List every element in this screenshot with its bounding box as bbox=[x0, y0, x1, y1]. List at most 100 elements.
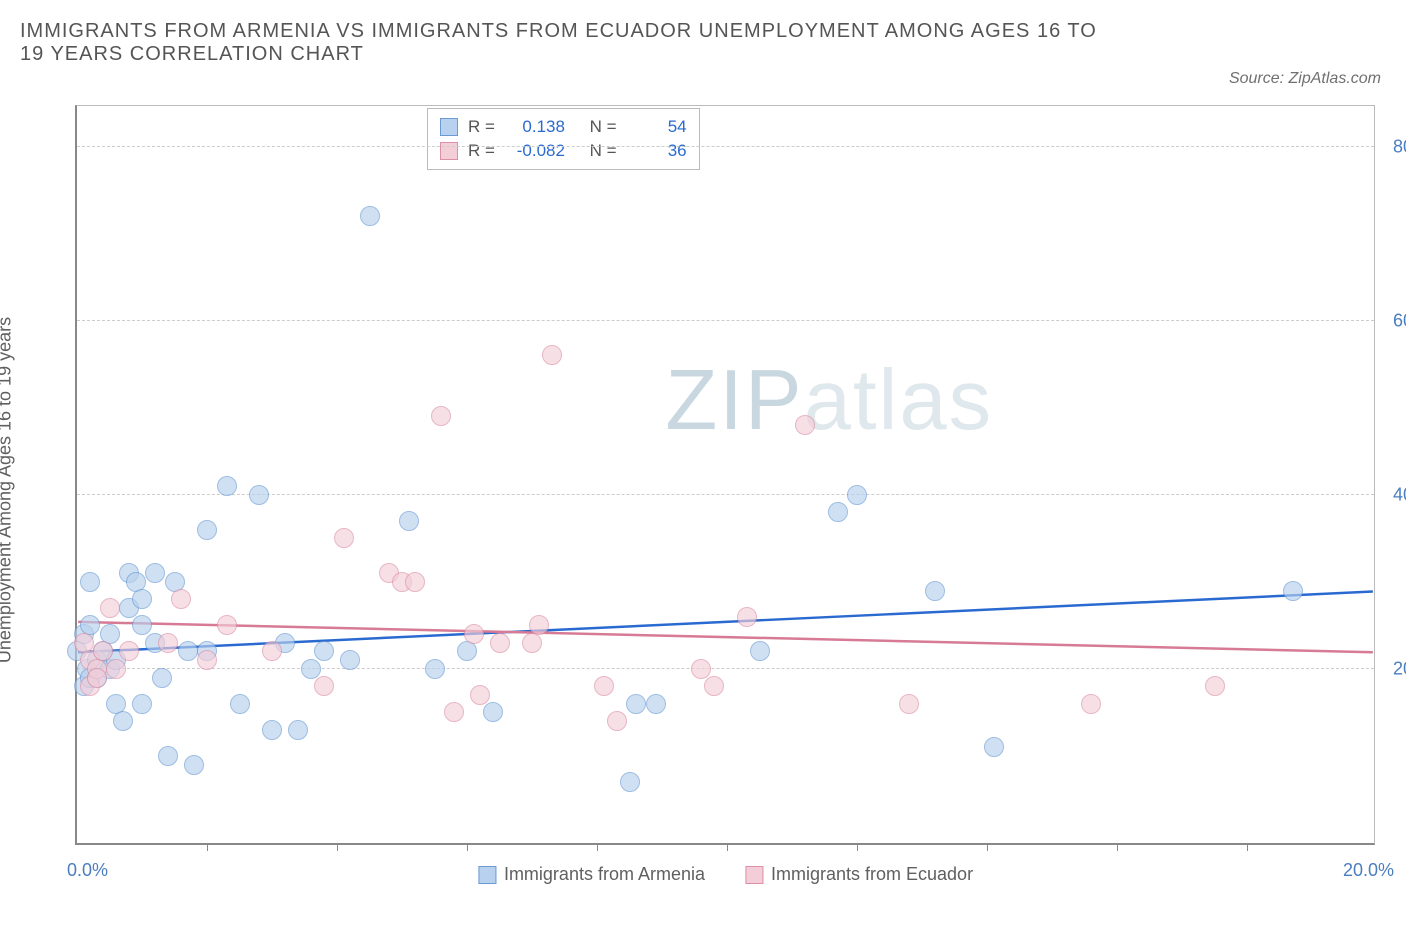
x-tick bbox=[857, 843, 858, 851]
scatter-point-armenia bbox=[178, 641, 198, 661]
scatter-point-armenia bbox=[360, 206, 380, 226]
n-label-ecuador: N = bbox=[590, 139, 617, 163]
scatter-point-ecuador bbox=[197, 650, 217, 670]
n-label-armenia: N = bbox=[590, 115, 617, 139]
correlation-legend: R = 0.138 N = 54 R = -0.082 N = 36 bbox=[427, 108, 700, 170]
scatter-point-ecuador bbox=[334, 528, 354, 548]
scatter-point-ecuador bbox=[464, 624, 484, 644]
scatter-point-armenia bbox=[262, 720, 282, 740]
scatter-point-armenia bbox=[80, 572, 100, 592]
scatter-point-armenia bbox=[230, 694, 250, 714]
scatter-point-armenia bbox=[646, 694, 666, 714]
swatch-armenia-bottom bbox=[478, 866, 496, 884]
legend-row-armenia: R = 0.138 N = 54 bbox=[440, 115, 687, 139]
x-tick bbox=[987, 843, 988, 851]
gridline bbox=[77, 668, 1374, 669]
scatter-point-armenia bbox=[399, 511, 419, 531]
scatter-point-armenia bbox=[184, 755, 204, 775]
scatter-point-armenia bbox=[1283, 581, 1303, 601]
scatter-point-armenia bbox=[301, 659, 321, 679]
scatter-point-ecuador bbox=[899, 694, 919, 714]
scatter-point-ecuador bbox=[93, 641, 113, 661]
scatter-point-armenia bbox=[132, 615, 152, 635]
scatter-point-ecuador bbox=[119, 641, 139, 661]
series-legend-armenia: Immigrants from Armenia bbox=[478, 864, 705, 885]
scatter-point-armenia bbox=[620, 772, 640, 792]
scatter-point-armenia bbox=[340, 650, 360, 670]
scatter-point-ecuador bbox=[262, 641, 282, 661]
scatter-point-ecuador bbox=[737, 607, 757, 627]
scatter-point-ecuador bbox=[522, 633, 542, 653]
x-tick bbox=[207, 843, 208, 851]
scatter-point-armenia bbox=[457, 641, 477, 661]
y-tick-label: 60.0% bbox=[1384, 310, 1406, 331]
x-axis-max-label: 20.0% bbox=[1343, 860, 1394, 881]
scatter-point-armenia bbox=[249, 485, 269, 505]
scatter-point-ecuador bbox=[431, 406, 451, 426]
scatter-point-armenia bbox=[158, 746, 178, 766]
scatter-point-armenia bbox=[132, 589, 152, 609]
scatter-point-armenia bbox=[197, 520, 217, 540]
scatter-point-ecuador bbox=[158, 633, 178, 653]
r-value-armenia: 0.138 bbox=[505, 115, 565, 139]
scatter-point-ecuador bbox=[607, 711, 627, 731]
scatter-point-armenia bbox=[626, 694, 646, 714]
scatter-point-ecuador bbox=[106, 659, 126, 679]
scatter-point-ecuador bbox=[1081, 694, 1101, 714]
series-legend: Immigrants from Armenia Immigrants from … bbox=[478, 864, 973, 885]
scatter-point-ecuador bbox=[444, 702, 464, 722]
r-value-ecuador: -0.082 bbox=[505, 139, 565, 163]
scatter-point-armenia bbox=[288, 720, 308, 740]
series-label-ecuador: Immigrants from Ecuador bbox=[771, 864, 973, 885]
scatter-point-armenia bbox=[217, 476, 237, 496]
watermark-light: atlas bbox=[804, 353, 994, 448]
scatter-point-ecuador bbox=[171, 589, 191, 609]
x-tick bbox=[1247, 843, 1248, 851]
scatter-point-armenia bbox=[483, 702, 503, 722]
scatter-point-armenia bbox=[132, 694, 152, 714]
gridline bbox=[77, 320, 1374, 321]
watermark: ZIPatlas bbox=[665, 352, 993, 450]
watermark-bold: ZIP bbox=[665, 353, 803, 448]
scatter-point-ecuador bbox=[529, 615, 549, 635]
source-attribution: Source: ZipAtlas.com bbox=[1229, 70, 1381, 88]
scatter-point-armenia bbox=[925, 581, 945, 601]
chart-container: Unemployment Among Ages 16 to 19 years Z… bbox=[20, 105, 1386, 875]
scatter-point-armenia bbox=[425, 659, 445, 679]
x-tick bbox=[597, 843, 598, 851]
scatter-point-ecuador bbox=[795, 415, 815, 435]
y-tick-label: 80.0% bbox=[1384, 136, 1406, 157]
x-tick bbox=[337, 843, 338, 851]
scatter-point-armenia bbox=[984, 737, 1004, 757]
scatter-point-ecuador bbox=[87, 668, 107, 688]
n-value-ecuador: 36 bbox=[627, 139, 687, 163]
series-label-armenia: Immigrants from Armenia bbox=[504, 864, 705, 885]
x-tick bbox=[467, 843, 468, 851]
scatter-point-armenia bbox=[314, 641, 334, 661]
x-tick bbox=[727, 843, 728, 851]
scatter-point-ecuador bbox=[691, 659, 711, 679]
n-value-armenia: 54 bbox=[627, 115, 687, 139]
scatter-point-ecuador bbox=[704, 676, 724, 696]
gridline bbox=[77, 494, 1374, 495]
scatter-point-armenia bbox=[145, 563, 165, 583]
scatter-point-ecuador bbox=[490, 633, 510, 653]
y-axis-label: Unemployment Among Ages 16 to 19 years bbox=[0, 317, 16, 663]
legend-row-ecuador: R = -0.082 N = 36 bbox=[440, 139, 687, 163]
plot-area: ZIPatlas R = 0.138 N = 54 R = -0.082 N =… bbox=[75, 105, 1375, 845]
scatter-point-ecuador bbox=[405, 572, 425, 592]
r-label-armenia: R = bbox=[468, 115, 495, 139]
x-axis-min-label: 0.0% bbox=[67, 860, 108, 881]
scatter-point-armenia bbox=[113, 711, 133, 731]
scatter-point-armenia bbox=[750, 641, 770, 661]
x-tick bbox=[1117, 843, 1118, 851]
y-tick-label: 40.0% bbox=[1384, 484, 1406, 505]
scatter-point-ecuador bbox=[470, 685, 490, 705]
scatter-point-ecuador bbox=[314, 676, 334, 696]
series-legend-ecuador: Immigrants from Ecuador bbox=[745, 864, 973, 885]
scatter-point-armenia bbox=[828, 502, 848, 522]
scatter-point-ecuador bbox=[217, 615, 237, 635]
scatter-point-ecuador bbox=[594, 676, 614, 696]
scatter-point-ecuador bbox=[100, 598, 120, 618]
scatter-point-ecuador bbox=[1205, 676, 1225, 696]
